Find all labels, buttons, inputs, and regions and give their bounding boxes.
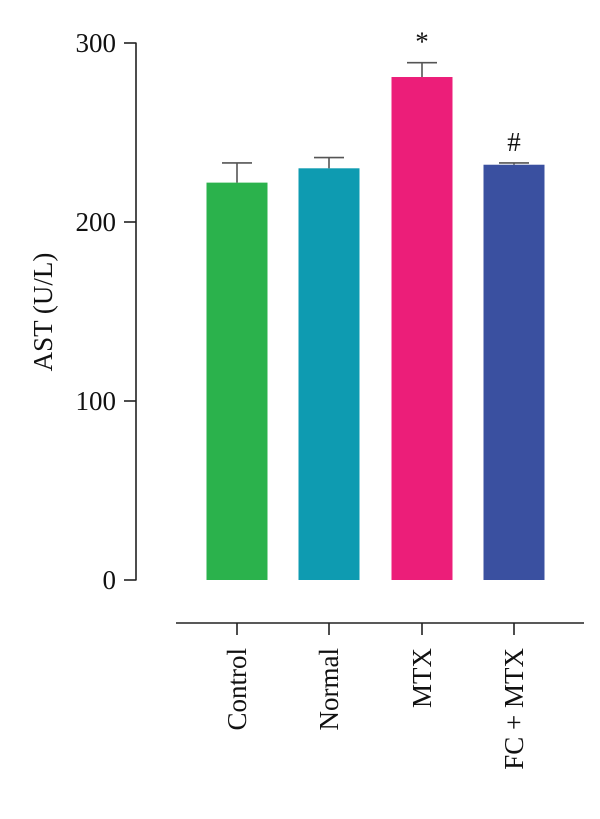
x-axis: Control Normal MTX FC + MTX: [176, 622, 584, 770]
y-tick-label: 200: [76, 207, 117, 237]
bar: [206, 182, 268, 580]
bar: [483, 164, 545, 580]
x-category-label: Normal: [314, 648, 344, 730]
bar: [298, 168, 360, 581]
y-axis-title: AST (U/L): [28, 253, 58, 372]
x-category-label: Control: [222, 648, 252, 731]
y-tick-label: 0: [103, 565, 117, 595]
y-tick-label: 100: [76, 386, 117, 416]
significance-marker: #: [507, 127, 521, 157]
x-category-label: FC + MTX: [499, 648, 529, 770]
bar: [391, 77, 453, 580]
x-category-label: MTX: [407, 648, 437, 709]
y-tick-label: 300: [76, 28, 117, 58]
y-axis: 0 100 200 300: [76, 28, 137, 595]
bars: *#: [206, 27, 545, 581]
significance-marker: *: [415, 27, 429, 57]
